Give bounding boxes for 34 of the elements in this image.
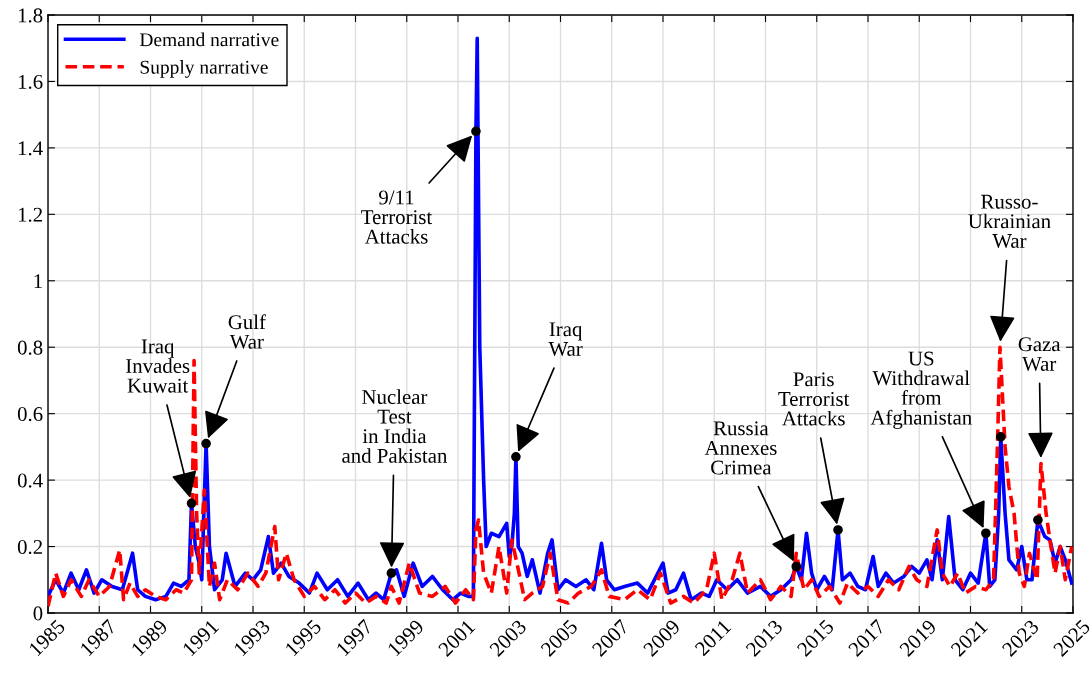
annotation: 9/11 Terrorist Attacks [361, 190, 433, 244]
y-tick-label: 0.4 [17, 473, 43, 488]
annotation: Russia Annexes Crimea [704, 421, 777, 475]
y-tick-label: 1.4 [18, 141, 43, 156]
legend-label: Demand narrative [139, 32, 279, 47]
annotation: US Withdrawal from Afghanistan [870, 351, 972, 429]
point [833, 525, 843, 535]
annotation: Iraq Invades Kuwait [126, 339, 190, 393]
point [471, 126, 481, 137]
point [791, 561, 802, 572]
y-tick-label: 0.6 [17, 407, 43, 422]
y-tick-label: 1.8 [18, 8, 43, 23]
y-tick-label: 1.6 [18, 74, 43, 89]
annotation: Nuclear Test in India and Pakistan [342, 389, 448, 463]
y-tick-label: 0 [33, 606, 43, 621]
point [386, 568, 397, 578]
annotation: Russo- Ukrainian War [968, 194, 1051, 249]
y-tick-label: 0.2 [17, 539, 42, 555]
annotation: Gulf War [228, 314, 266, 349]
x-tick-label: 2011 [694, 619, 732, 657]
point [186, 498, 197, 509]
y-tick-label: 0.8 [17, 340, 43, 355]
point [981, 528, 991, 539]
annotation: Gaza War [1018, 337, 1061, 371]
point [511, 452, 521, 462]
point [1033, 515, 1043, 525]
annotation: Paris Terrorist Attacks [778, 372, 850, 426]
point [995, 432, 1006, 442]
point [201, 438, 211, 449]
y-tick-label: 1.2 [18, 207, 42, 222]
annotation: Iraq War [548, 322, 583, 357]
legend-label: Supply narrative [140, 60, 268, 78]
x-tick-label: 1991 [182, 619, 220, 657]
y-tick-label: 1 [34, 274, 42, 289]
